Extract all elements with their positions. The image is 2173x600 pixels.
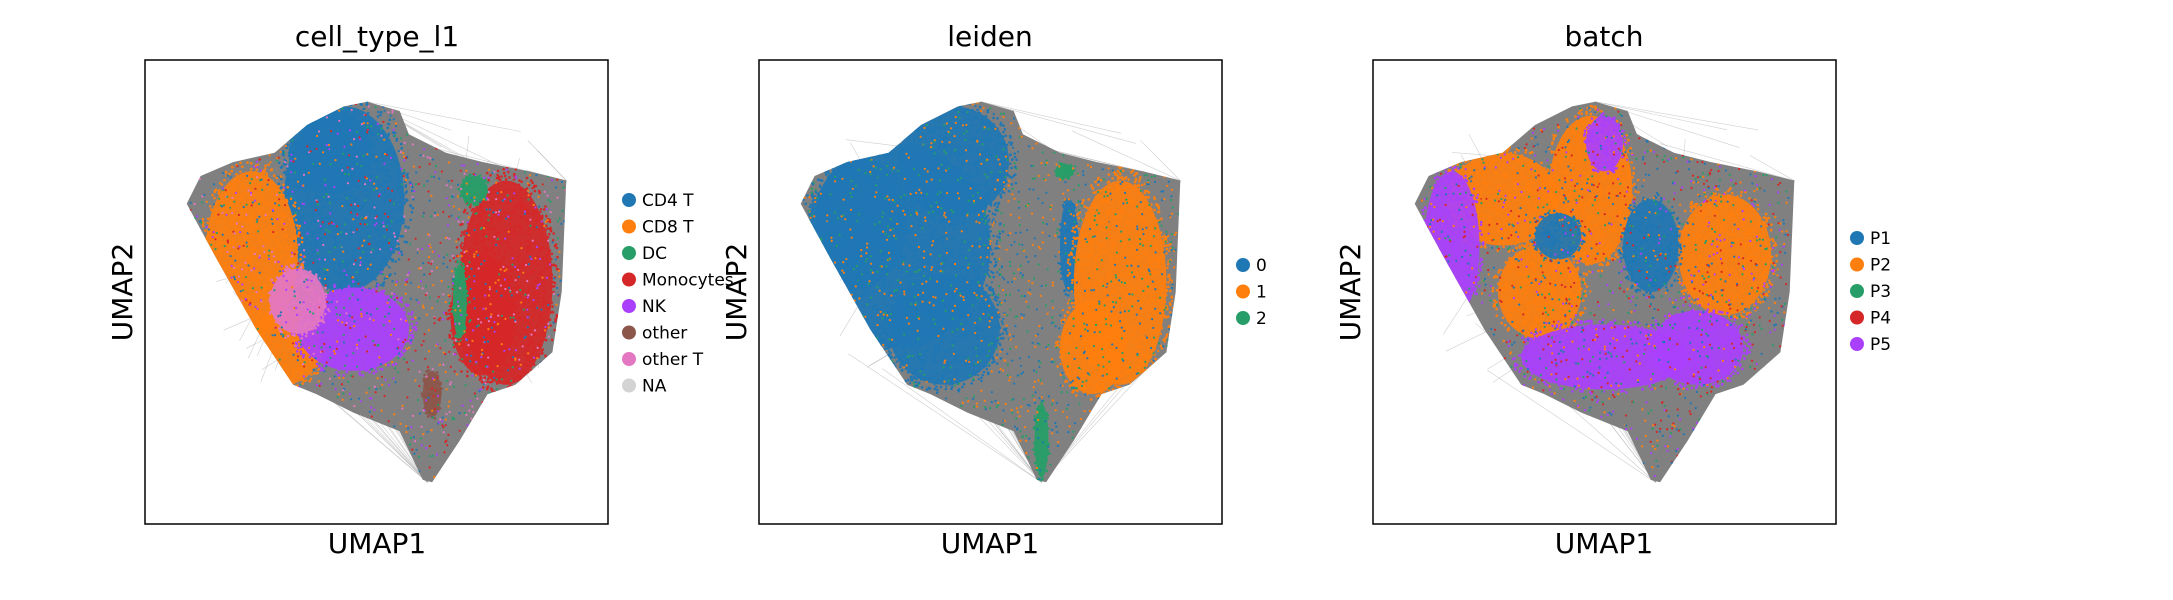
legend-marker bbox=[622, 352, 636, 366]
legend-marker bbox=[1850, 284, 1864, 298]
legend-label: P4 bbox=[1870, 309, 1891, 329]
cluster-blue bbox=[1617, 193, 1683, 299]
cluster-blue bbox=[888, 101, 1018, 227]
panel-cell-type-l1: cell_type_l1 UMAP1 UMAP2 CD4 T CD8 T DC Mon… bbox=[106, 20, 734, 560]
cell-points bbox=[1420, 104, 1790, 478]
legend-item: 1 bbox=[1236, 283, 1267, 303]
axes-frame bbox=[1372, 59, 1837, 525]
legend-marker bbox=[1236, 311, 1250, 325]
legend-label: P3 bbox=[1870, 282, 1891, 302]
x-axis-label: UMAP1 bbox=[941, 527, 1040, 560]
legend-item: P2 bbox=[1850, 256, 1891, 276]
cluster-blue bbox=[1531, 209, 1586, 265]
legend-item: P5 bbox=[1850, 335, 1891, 355]
legend-label: Monocytes bbox=[642, 271, 734, 291]
legend-item: other T bbox=[622, 350, 704, 370]
cluster-green bbox=[1054, 162, 1076, 181]
scattered-points bbox=[189, 103, 567, 479]
panel-title: leiden bbox=[947, 20, 1033, 53]
legend-marker bbox=[1236, 258, 1250, 272]
scatter-points bbox=[186, 101, 567, 483]
y-axis-label: UMAP2 bbox=[720, 243, 753, 342]
cluster-brown bbox=[420, 369, 443, 420]
legend-item: P1 bbox=[1850, 229, 1891, 249]
panel-batch: batch UMAP1 UMAP2 P1 P2 P3 P4 P5 bbox=[1334, 20, 1891, 560]
x-axis-label: UMAP1 bbox=[328, 527, 427, 560]
legend-marker bbox=[1850, 310, 1864, 325]
scatter-points bbox=[800, 101, 1181, 483]
legend-item: P3 bbox=[1850, 282, 1891, 302]
legend-marker bbox=[1850, 257, 1864, 272]
legend-label: NK bbox=[642, 297, 667, 317]
scatter-points bbox=[1414, 101, 1795, 483]
cell-points bbox=[800, 101, 1180, 483]
legend-item: P4 bbox=[1850, 309, 1891, 329]
legend-label: CD4 T bbox=[642, 191, 694, 211]
cluster-purple bbox=[1513, 318, 1701, 395]
legend-marker bbox=[622, 378, 636, 393]
legend-label: NA bbox=[642, 377, 667, 397]
axes-frame bbox=[758, 59, 1223, 525]
cluster-green bbox=[451, 259, 470, 343]
panel-title: cell_type_l1 bbox=[295, 20, 459, 53]
legend-marker bbox=[622, 219, 636, 234]
legend-marker bbox=[622, 299, 636, 313]
cluster-orange bbox=[1054, 296, 1129, 401]
x-axis-label: UMAP1 bbox=[1555, 527, 1654, 560]
y-axis-label: UMAP2 bbox=[1334, 243, 1367, 342]
legend-item: DC bbox=[622, 244, 667, 264]
legend-label: 2 bbox=[1256, 309, 1267, 329]
legend-label: 0 bbox=[1256, 256, 1267, 276]
legend: P1 P2 P3 P4 P5 bbox=[1850, 229, 1891, 355]
legend: CD4 T CD8 T DC Monocytes NK other other T NA bbox=[622, 191, 734, 397]
scattered-points bbox=[1420, 107, 1790, 478]
legend-label: other T bbox=[642, 350, 704, 370]
cluster-purple bbox=[1645, 304, 1752, 391]
legend-label: CD8 T bbox=[642, 218, 694, 238]
cluster-orange bbox=[1670, 187, 1779, 326]
legend-item: Monocytes bbox=[622, 271, 734, 291]
panel-leiden: leiden UMAP1 UMAP2 0 1 2 bbox=[720, 20, 1267, 560]
panel-title: batch bbox=[1564, 20, 1643, 53]
legend-item: NA bbox=[622, 377, 667, 397]
legend-item: 2 bbox=[1236, 309, 1267, 329]
axes-frame bbox=[144, 59, 609, 525]
legend-marker bbox=[622, 193, 636, 207]
legend-marker bbox=[1850, 231, 1864, 245]
legend-label: DC bbox=[642, 244, 667, 264]
legend-label: 1 bbox=[1256, 283, 1267, 303]
legend-item: NK bbox=[622, 297, 667, 317]
legend-marker bbox=[1236, 284, 1250, 299]
legend-item: CD4 T bbox=[622, 191, 694, 211]
legend-label: P5 bbox=[1870, 335, 1891, 355]
legend-label: P1 bbox=[1870, 229, 1891, 249]
legend-marker bbox=[622, 246, 636, 260]
legend-item: other bbox=[622, 324, 687, 344]
legend-marker bbox=[622, 272, 636, 287]
legend-marker bbox=[1850, 337, 1864, 351]
scattered-points bbox=[803, 101, 1180, 481]
legend-label: P2 bbox=[1870, 256, 1891, 276]
legend-item: 0 bbox=[1236, 256, 1267, 276]
legend: 0 1 2 bbox=[1236, 256, 1267, 329]
y-axis-label: UMAP2 bbox=[106, 243, 139, 342]
legend-label: other bbox=[642, 324, 687, 344]
legend-marker bbox=[622, 325, 636, 340]
legend-item: CD8 T bbox=[622, 218, 694, 238]
